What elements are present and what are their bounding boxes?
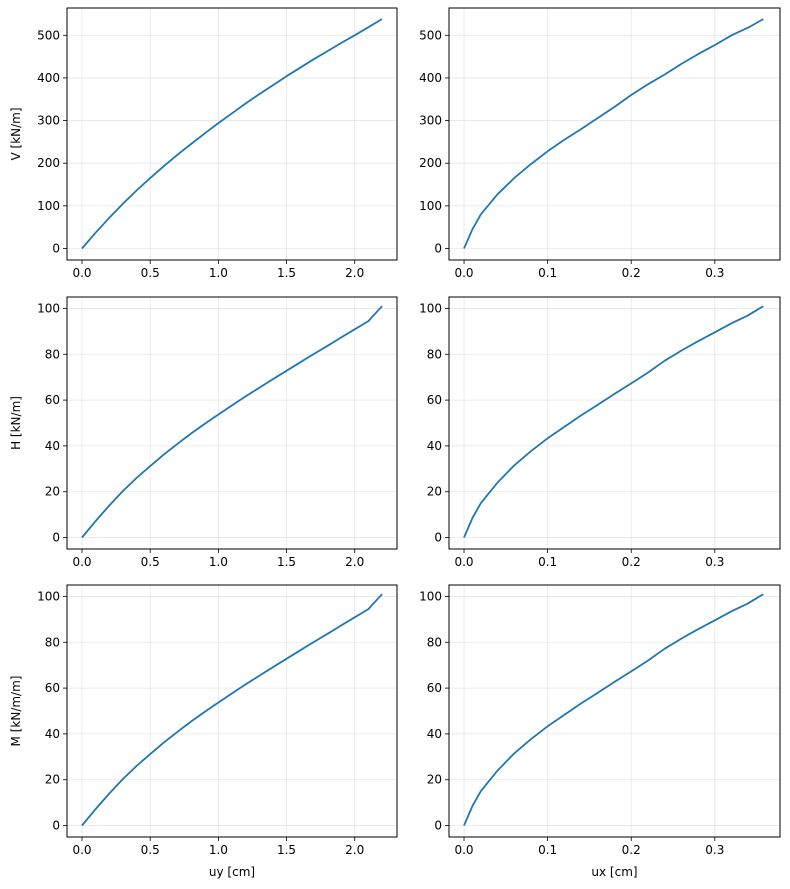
x-tick-label: 2.0 (345, 843, 364, 857)
subplot-r1c2: 0.0 0.1 0.2 0.3 0 100 200 300 400 500 (419, 7, 781, 280)
subplot-r1c1: 0.0 0.5 1.0 1.5 2.0 0 100 200 300 400 500 V [kN/m] (9, 7, 398, 280)
y-tick-label: 100 (37, 301, 60, 315)
y-tick-label: 400 (37, 71, 60, 85)
y-tick-label: 0 (52, 819, 60, 833)
y-tick-label: 400 (419, 71, 442, 85)
x-tick-label: 0.2 (622, 555, 641, 569)
y-axis-label: V [kN/m] (9, 107, 23, 160)
y-tick-label: 0 (434, 241, 442, 255)
y-tick-label: 40 (45, 727, 60, 741)
x-tick-label: 2.0 (345, 266, 364, 280)
subplot-r2c2: 0.0 0.1 0.2 0.3 0 20 40 60 80 100 (419, 296, 781, 569)
subplot-r3c2: 0.0 0.1 0.2 0.3 0 20 40 60 80 100 ux [cm] (419, 584, 781, 879)
series-line (81, 305, 383, 539)
x-tick-label: 1.0 (209, 843, 228, 857)
plot-frame (66, 584, 398, 838)
y-tick-label: 80 (45, 347, 60, 361)
x-tick-label: 0.0 (72, 266, 91, 280)
y-tick-label: 20 (45, 773, 60, 787)
y-tick-label: 0 (52, 531, 60, 545)
x-tick-label: 1.5 (277, 555, 296, 569)
y-tick-label: 100 (419, 589, 442, 603)
x-tick-label: 0.5 (141, 266, 160, 280)
y-tick-label: 40 (45, 439, 60, 453)
x-tick-label: 0.2 (622, 843, 641, 857)
y-axis-label: H [kN/m] (9, 396, 23, 450)
x-tick-label: 0.0 (72, 555, 91, 569)
x-tick-label: 0.3 (705, 843, 724, 857)
y-tick-label: 100 (37, 589, 60, 603)
y-tick-label: 500 (419, 28, 442, 42)
x-tick-label: 0.3 (705, 266, 724, 280)
x-tick-label: 0.1 (538, 266, 557, 280)
y-tick-label: 500 (37, 28, 60, 42)
y-tick-label: 300 (419, 114, 442, 128)
y-tick-label: 60 (45, 393, 60, 407)
x-axis-label: ux [cm] (591, 865, 637, 879)
x-tick-label: 1.0 (209, 555, 228, 569)
series-line (81, 18, 383, 250)
x-tick-label: 0.5 (141, 843, 160, 857)
x-tick-label: 0.1 (538, 555, 557, 569)
x-tick-label: 1.5 (277, 843, 296, 857)
x-tick-label: 0.0 (72, 843, 91, 857)
y-tick-label: 20 (427, 773, 442, 787)
y-tick-label: 80 (427, 347, 442, 361)
x-tick-label: 0.0 (454, 555, 473, 569)
x-tick-label: 0.3 (705, 555, 724, 569)
y-tick-label: 40 (427, 439, 442, 453)
x-tick-label: 1.5 (277, 266, 296, 280)
y-tick-label: 20 (45, 485, 60, 499)
x-tick-label: 0.0 (454, 266, 473, 280)
series-line (463, 305, 764, 538)
x-tick-label: 0.5 (141, 555, 160, 569)
y-tick-label: 60 (427, 393, 442, 407)
x-tick-label: 0.1 (538, 843, 557, 857)
x-tick-label: 1.0 (209, 266, 228, 280)
subplot-r3c1: 0.0 0.5 1.0 1.5 2.0 0 20 40 60 80 100 M [kN/m/m] uy … (9, 584, 398, 879)
y-tick-label: 0 (434, 819, 442, 833)
series-line (463, 593, 764, 826)
y-tick-label: 0 (52, 241, 60, 255)
y-tick-label: 100 (37, 199, 60, 213)
series-line (81, 593, 383, 827)
x-axis-label: uy [cm] (209, 865, 255, 879)
y-tick-label: 200 (37, 156, 60, 170)
y-tick-label: 300 (37, 114, 60, 128)
plot-frame (66, 7, 398, 261)
y-tick-label: 80 (45, 635, 60, 649)
series-line (463, 18, 764, 249)
subplot-r2c1: 0.0 0.5 1.0 1.5 2.0 0 20 40 60 80 100 H [kN/m] (9, 296, 398, 569)
x-tick-label: 0.2 (622, 266, 641, 280)
x-tick-label: 0.0 (454, 843, 473, 857)
y-axis-label: M [kN/m/m] (9, 676, 23, 747)
plot-frame (448, 7, 781, 261)
plot-frame (66, 296, 398, 550)
plot-frame (448, 584, 781, 838)
plot-frame (448, 296, 781, 550)
y-tick-label: 100 (419, 301, 442, 315)
y-tick-label: 40 (427, 727, 442, 741)
y-tick-label: 100 (419, 199, 442, 213)
y-tick-label: 60 (45, 681, 60, 695)
x-tick-label: 2.0 (345, 555, 364, 569)
y-tick-label: 60 (427, 681, 442, 695)
y-tick-label: 0 (434, 531, 442, 545)
y-tick-label: 200 (419, 156, 442, 170)
y-tick-label: 20 (427, 485, 442, 499)
y-tick-label: 80 (427, 635, 442, 649)
